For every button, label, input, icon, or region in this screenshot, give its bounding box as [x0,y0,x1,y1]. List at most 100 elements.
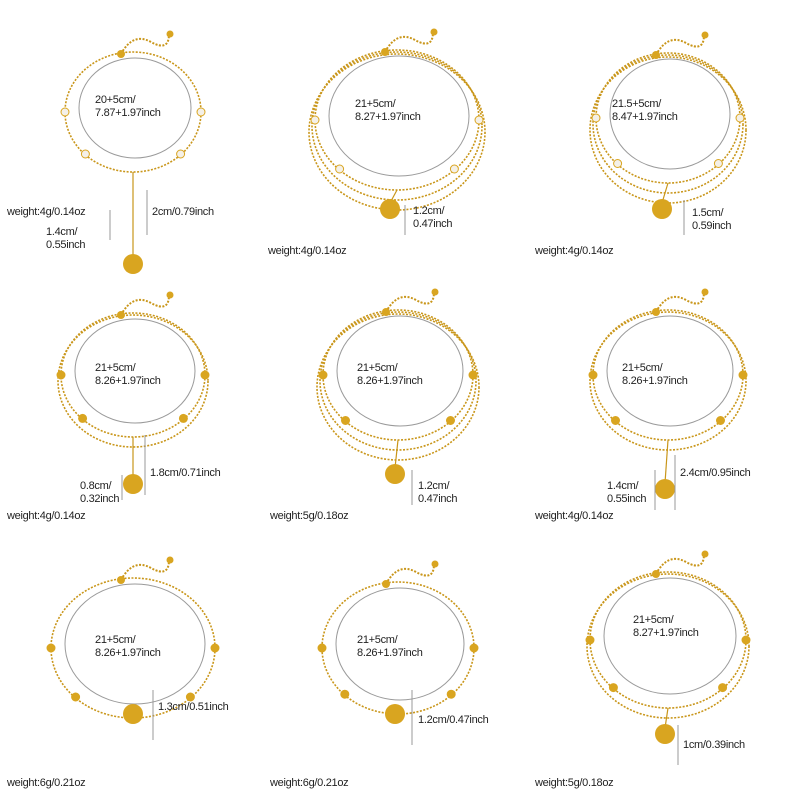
size-ring-8 [335,587,465,701]
charm-3 [652,199,672,219]
pendant-chain-6 [664,439,669,484]
extender-chain-2 [384,31,434,53]
charm-size-8: 1.2cm/0.47inch [418,714,489,726]
clasp-2 [381,48,389,56]
bead-9 [608,683,618,693]
bead-8 [469,643,479,653]
charm-6 [655,479,675,499]
size-ring-1 [78,57,192,159]
charm-9 [655,724,675,744]
charm-7 [123,704,143,724]
bead-9 [741,635,751,645]
chain-9 [586,573,750,719]
charm-size-6: 1.4cm/0.55inch [607,480,647,505]
extender-drop-4 [166,291,174,299]
bead-2 [335,164,345,174]
bead-1 [60,107,70,117]
bead-3 [735,113,745,123]
charm-1 [123,254,143,274]
size-label-7: 21+5cm/8.26+1.97inch [95,634,161,659]
extender-chain-7 [120,559,170,581]
charm-size-4: 0.8cm/0.32inch [80,480,120,505]
bead-1 [80,149,90,159]
extender-chain-9 [655,553,705,575]
bead-2 [474,115,484,125]
size-ring-4 [74,318,196,424]
extender-drop-3 [701,31,709,39]
charm-2 [380,199,400,219]
bead-1 [176,149,186,159]
chain-3 [589,56,747,204]
extender-chain-8 [385,563,435,585]
bead-5 [468,370,478,380]
size-ring-6 [606,315,734,427]
weight-label-6: weight:4g/0.14oz [535,510,614,522]
weight-label-2: weight:4g/0.14oz [268,245,347,257]
charm-5 [385,464,405,484]
bead-5 [318,370,328,380]
drop-length-6: 2.4cm/0.95inch [680,467,751,479]
bead-7 [210,643,220,653]
size-label-6: 21+5cm/8.26+1.97inch [622,362,688,387]
bead-7 [46,643,56,653]
extender-chain-5 [385,291,435,313]
extender-chain-3 [655,34,705,56]
size-ring-2 [328,55,470,177]
weight-label-5: weight:5g/0.18oz [270,510,349,522]
bead-6 [611,416,620,425]
weight-label-1: weight:4g/0.14oz [7,206,86,218]
bead-5 [341,416,350,425]
size-ring-7 [64,583,206,705]
extender-drop-7 [166,556,174,564]
extender-chain-6 [655,291,705,313]
clasp-5 [382,308,390,316]
charm-size-5: 1.2cm/0.47inch [418,480,458,505]
chain-4 [57,314,209,448]
chain-5 [319,311,477,451]
bead-7 [71,692,81,702]
clasp-7 [117,576,125,584]
bead-4 [56,370,66,380]
bead-3 [713,159,723,168]
size-label-2: 21+5cm/8.27+1.97inch [355,98,421,123]
extender-drop-2 [430,28,438,36]
bead-8 [340,689,350,699]
bead-4 [200,370,210,380]
extender-drop-5 [431,288,439,296]
chain-2 [308,53,486,211]
bead-2 [310,115,320,125]
bead-8 [446,689,456,699]
clasp-6 [652,308,660,316]
bead-5 [446,416,455,425]
extender-drop-9 [701,550,709,558]
size-ring-5 [336,315,464,427]
bead-9 [585,635,595,645]
extender-drop-6 [701,288,709,296]
size-label-1: 20+5cm/7.87+1.97inch [95,94,161,119]
charm-size-2: 1.2cm/0.47inch [413,205,453,230]
chain-6 [589,311,747,451]
bead-9 [718,683,728,693]
bead-4 [178,413,188,423]
charm-size-1: 1.4cm/0.55inch [46,226,86,251]
weight-label-4: weight:4g/0.14oz [7,510,86,522]
size-ring-9 [603,577,737,695]
weight-label-7: weight:6g/0.21oz [7,777,86,789]
bead-3 [591,113,601,123]
bead-4 [78,413,88,423]
size-label-3: 21.5+5cm/8.47+1.97inch [612,98,678,123]
bead-1 [196,107,206,117]
clasp-4 [117,311,125,319]
clasp-1 [117,50,125,58]
size-label-8: 21+5cm/8.26+1.97inch [357,634,423,659]
drop-length-1: 2cm/0.79inch [152,206,214,218]
bead-2 [449,164,459,174]
bead-8 [317,643,327,653]
clasp-9 [652,570,660,578]
bead-3 [613,159,623,168]
chain-5 [316,313,480,461]
bead-6 [738,370,748,380]
charm-8 [385,704,405,724]
